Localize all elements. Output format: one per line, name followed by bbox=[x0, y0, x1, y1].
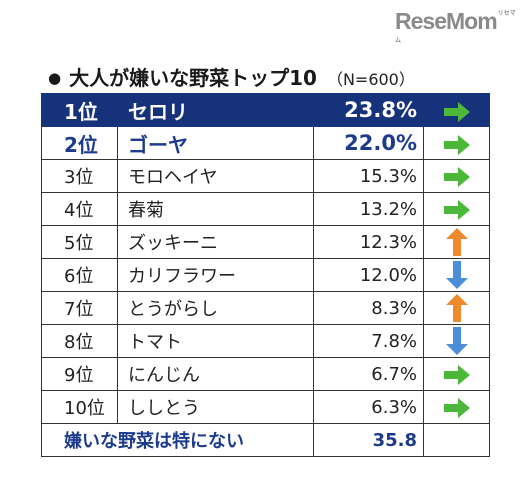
vegetable-name-cell: カリフラワー bbox=[117, 258, 314, 292]
bullet-icon: ● bbox=[48, 69, 62, 87]
arrow-shape bbox=[443, 101, 470, 122]
up-arrow-icon bbox=[445, 228, 468, 256]
trend-cell bbox=[423, 93, 490, 127]
right-arrow-icon bbox=[443, 101, 470, 122]
trend-cell bbox=[423, 159, 490, 193]
footer-label: 嫌いな野菜は特にない bbox=[41, 423, 314, 457]
vegetable-name-cell: トマト bbox=[117, 324, 314, 358]
table-row: 4位 春菊 13.2% bbox=[41, 192, 490, 226]
arrow-shape bbox=[445, 294, 468, 322]
trend-cell bbox=[423, 324, 490, 358]
trend-cell bbox=[423, 192, 490, 226]
table-row: 3位 モロヘイヤ 15.3% bbox=[41, 159, 490, 193]
vegetable-name-cell: にんじん bbox=[117, 357, 314, 391]
vegetable-name-cell: ゴーヤ bbox=[117, 126, 314, 160]
vegetable-name-cell: とうがらし bbox=[117, 291, 314, 325]
down-arrow-icon bbox=[445, 261, 468, 289]
trend-cell bbox=[423, 225, 490, 259]
sample-size-note: （N=600） bbox=[326, 70, 415, 89]
chart-title: ● 大人が嫌いな野菜トップ10 （N=600） bbox=[48, 62, 415, 90]
arrow-shape bbox=[443, 199, 470, 220]
right-arrow-icon bbox=[443, 364, 470, 385]
right-arrow-icon bbox=[443, 397, 470, 418]
table-row: 9位 にんじん 6.7% bbox=[41, 357, 490, 391]
ranking-table: 1位 セロリ 23.8% 2位 ゴーヤ 22.0% 3位 モロヘイヤ 15.3% 4位 春菊 13.2… bbox=[41, 93, 490, 457]
arrow-shape bbox=[443, 364, 470, 385]
trend-cell bbox=[423, 258, 490, 292]
trend-cell bbox=[423, 357, 490, 391]
rank-cell: 1位 bbox=[41, 93, 118, 127]
rank-cell: 2位 bbox=[41, 126, 118, 160]
percent-cell: 13.2% bbox=[313, 192, 424, 226]
trend-cell bbox=[423, 126, 490, 160]
rank-cell: 9位 bbox=[41, 357, 118, 391]
arrow-shape bbox=[443, 166, 470, 187]
rank-cell: 7位 bbox=[41, 291, 118, 325]
percent-cell: 15.3% bbox=[313, 159, 424, 193]
arrow-shape bbox=[443, 397, 470, 418]
percent-cell: 8.3% bbox=[313, 291, 424, 325]
percent-cell: 6.3% bbox=[313, 390, 424, 424]
vegetable-name-cell: モロヘイヤ bbox=[117, 159, 314, 193]
resemom-logo: ReseMomリセマム bbox=[395, 8, 520, 44]
logo-text: ReseMom bbox=[395, 8, 498, 34]
up-arrow-icon bbox=[445, 294, 468, 322]
table-row: 5位 ズッキーニ 12.3% bbox=[41, 225, 490, 259]
arrow-shape bbox=[445, 327, 468, 355]
rank-cell: 8位 bbox=[41, 324, 118, 358]
percent-cell: 22.0% bbox=[313, 126, 424, 160]
logo-mark: リセマム bbox=[395, 11, 516, 44]
table-row: 6位 カリフラワー 12.0% bbox=[41, 258, 490, 292]
rank-cell: 10位 bbox=[41, 390, 118, 424]
percent-cell: 12.3% bbox=[313, 225, 424, 259]
arrow-shape bbox=[445, 228, 468, 256]
footer-empty-cell bbox=[423, 423, 490, 457]
right-arrow-icon bbox=[443, 166, 470, 187]
table-row: 2位 ゴーヤ 22.0% bbox=[41, 126, 490, 160]
table-row: 7位 とうがらし 8.3% bbox=[41, 291, 490, 325]
vegetable-name-cell: 春菊 bbox=[117, 192, 314, 226]
footer-row: 嫌いな野菜は特にない 35.8 bbox=[41, 423, 490, 457]
rank-cell: 4位 bbox=[41, 192, 118, 226]
right-arrow-icon bbox=[443, 199, 470, 220]
vegetable-name-cell: ししとう bbox=[117, 390, 314, 424]
arrow-shape bbox=[445, 261, 468, 289]
percent-cell: 6.7% bbox=[313, 357, 424, 391]
rank-cell: 5位 bbox=[41, 225, 118, 259]
trend-cell bbox=[423, 390, 490, 424]
percent-cell: 7.8% bbox=[313, 324, 424, 358]
rank-cell: 3位 bbox=[41, 159, 118, 193]
rank-cell: 6位 bbox=[41, 258, 118, 292]
right-arrow-icon bbox=[443, 134, 470, 155]
percent-cell: 12.0% bbox=[313, 258, 424, 292]
down-arrow-icon bbox=[445, 327, 468, 355]
trend-cell bbox=[423, 291, 490, 325]
table-row: 8位 トマト 7.8% bbox=[41, 324, 490, 358]
table-row: 10位 ししとう 6.3% bbox=[41, 390, 490, 424]
percent-cell: 23.8% bbox=[313, 93, 424, 127]
title-text: 大人が嫌いな野菜トップ10 bbox=[69, 66, 317, 90]
arrow-shape bbox=[443, 134, 470, 155]
vegetable-name-cell: セロリ bbox=[117, 93, 314, 127]
footer-value: 35.8 bbox=[313, 423, 424, 457]
table-row: 1位 セロリ 23.8% bbox=[41, 93, 490, 127]
vegetable-name-cell: ズッキーニ bbox=[117, 225, 314, 259]
